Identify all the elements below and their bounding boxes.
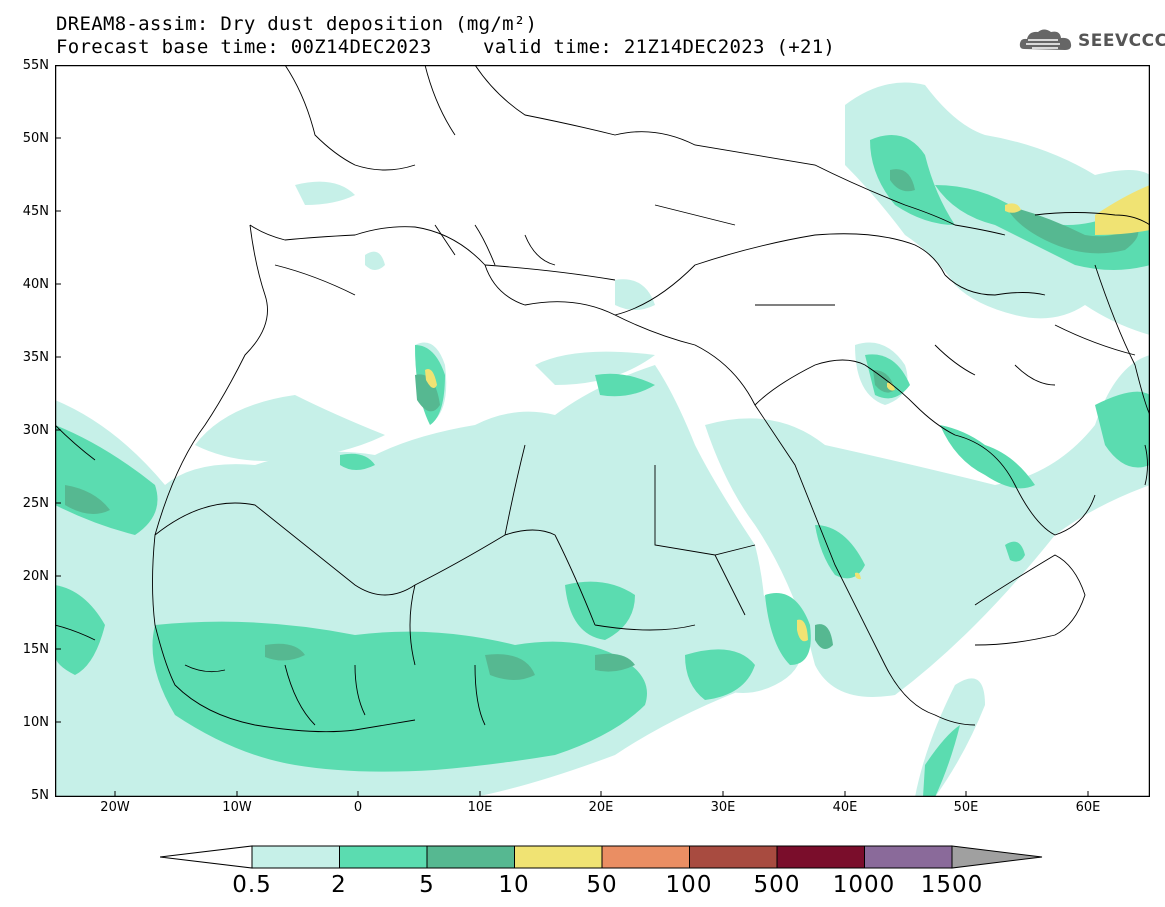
lon-label-10e: 10E <box>467 800 493 815</box>
legend-label-100: 100 <box>665 872 713 898</box>
legend-swatch-1 <box>339 845 428 869</box>
legend-label-5: 5 <box>419 872 435 898</box>
lat-label-50n: 50N <box>22 131 49 146</box>
lat-label-30n: 30N <box>22 423 49 438</box>
map-title: DREAM8-assim: Dry dust deposition (mg/m²… <box>56 13 538 35</box>
seevccc-logo: SEEVCCC <box>1018 26 1165 56</box>
lon-label-20e: 20E <box>588 800 614 815</box>
cloud-icon <box>1019 29 1072 50</box>
legend-label-50: 50 <box>586 872 618 898</box>
legend-swatch-2 <box>426 845 515 869</box>
legend-arrow-left <box>160 845 253 869</box>
legend-swatch-0 <box>251 845 340 869</box>
lon-label-20w: 20W <box>100 800 130 815</box>
legend-label-1500: 1500 <box>920 872 984 898</box>
lon-label-30e: 30E <box>710 800 736 815</box>
legend-arrow-right <box>951 845 1043 869</box>
legend-label-1000: 1000 <box>832 872 896 898</box>
legend-swatch-7 <box>864 845 953 869</box>
lat-label-25n: 25N <box>22 496 49 511</box>
legend-swatch-5 <box>689 845 778 869</box>
dust-deposition-map <box>55 65 1150 797</box>
deposition-field-5 <box>65 169 1139 680</box>
forecast-base-time: Forecast base time: 00Z14DEC2023 <box>56 36 432 58</box>
legend-label-10: 10 <box>498 872 530 898</box>
legend-label-500: 500 <box>753 872 801 898</box>
legend-swatch-6 <box>776 845 865 869</box>
lon-label-40e: 40E <box>832 800 858 815</box>
lat-label-55n: 55N <box>22 58 49 73</box>
lat-label-20n: 20N <box>22 569 49 584</box>
legend-label-2: 2 <box>331 872 347 898</box>
color-legend-bar <box>160 845 1043 869</box>
lat-label-40n: 40N <box>22 277 49 292</box>
deposition-field-10 <box>425 185 1150 642</box>
lat-label-45n: 45N <box>22 204 49 219</box>
lon-label-0: 0 <box>353 800 363 815</box>
lon-label-10w: 10W <box>222 800 252 815</box>
lat-label-10n: 10N <box>22 715 49 730</box>
lon-label-60e: 60E <box>1075 800 1101 815</box>
valid-time: valid time: 21Z14DEC2023 (+21) <box>483 36 836 58</box>
lat-label-5n: 5N <box>31 788 49 803</box>
legend-swatch-3 <box>514 845 603 869</box>
legend-swatch-4 <box>601 845 690 869</box>
lat-label-15n: 15N <box>22 642 49 657</box>
logo-text: SEEVCCC <box>1078 31 1165 51</box>
legend-label-0-5: 0.5 <box>232 872 272 898</box>
lat-label-35n: 35N <box>22 350 49 365</box>
axis-ticks <box>55 137 1089 797</box>
lon-label-50e: 50E <box>953 800 979 815</box>
coastlines-borders <box>55 65 1150 733</box>
